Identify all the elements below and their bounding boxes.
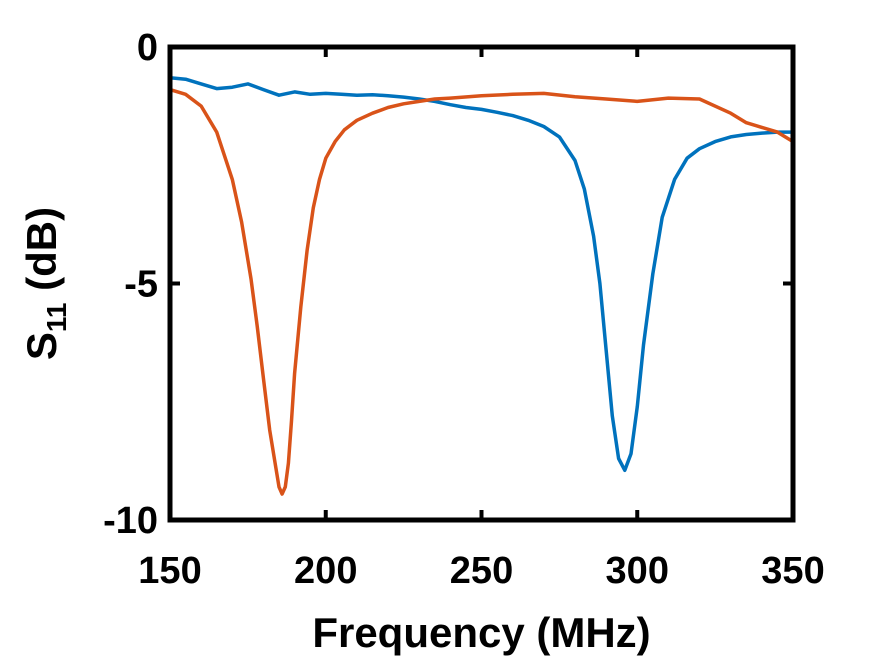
tick-layer: 150 200 250 300 350 -10 -5 0 — [103, 27, 825, 592]
x-axis-title: Frequency (MHz) — [312, 609, 650, 656]
y-axis-title-main: S — [18, 332, 65, 360]
y-axis-title-subscript: 11 — [41, 303, 72, 333]
series-layer — [169, 75, 794, 496]
y-axis-title-unit: (dB) — [18, 207, 65, 303]
x-tick-label: 300 — [606, 550, 669, 592]
x-tick-label: 150 — [138, 550, 201, 592]
y-tick-label: -10 — [103, 500, 158, 542]
y-tick-label: 0 — [137, 27, 158, 69]
plot-frame — [167, 44, 796, 523]
series-line-1 — [169, 75, 793, 473]
x-tick-label: 200 — [294, 550, 357, 592]
x-tick-label: 250 — [450, 550, 513, 592]
series-line-2 — [169, 87, 794, 496]
y-tick-label: -5 — [124, 264, 158, 306]
x-tick-label: 350 — [761, 550, 824, 592]
y-axis-title: S11 (dB) — [18, 207, 72, 360]
